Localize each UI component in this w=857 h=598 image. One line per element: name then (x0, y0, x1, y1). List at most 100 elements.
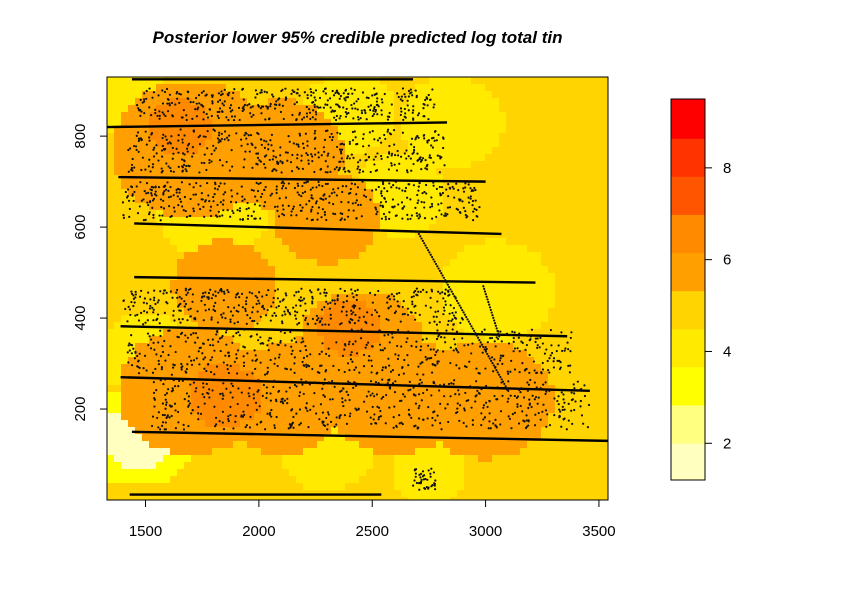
sample-point (316, 105, 319, 108)
heatmap-cell (534, 315, 542, 323)
heatmap-cell (261, 119, 269, 127)
heatmap-cell (331, 294, 339, 302)
heatmap-cell (142, 336, 150, 344)
heatmap-cell (219, 378, 227, 386)
heatmap-cell (576, 105, 584, 113)
heatmap-cell (492, 294, 500, 302)
heatmap-cell (233, 210, 241, 218)
heatmap-cell (114, 77, 122, 85)
heatmap-cell (394, 406, 402, 414)
heatmap-cell (275, 252, 283, 260)
heatmap-cell (562, 434, 570, 442)
heatmap-cell (352, 315, 360, 323)
heatmap-cell (562, 413, 570, 421)
heatmap-cell (534, 357, 542, 365)
heatmap-cell (212, 252, 220, 260)
heatmap-cell (380, 490, 388, 498)
heatmap-cell (233, 322, 241, 330)
heatmap-cell (457, 133, 465, 141)
sample-point (270, 93, 274, 96)
heatmap-cell (177, 385, 185, 393)
heatmap-cell (177, 455, 185, 463)
heatmap-cell (401, 168, 409, 176)
heatmap-cell (261, 98, 269, 106)
heatmap-cell (240, 280, 248, 288)
heatmap-cell (457, 98, 465, 106)
heatmap-cell (604, 224, 609, 232)
heatmap-cell (387, 98, 395, 106)
heatmap-cell (520, 448, 528, 456)
heatmap-cell (198, 133, 206, 141)
heatmap-cell (212, 147, 220, 155)
heatmap-cell (149, 133, 157, 141)
heatmap-cell (303, 245, 311, 253)
heatmap-cell (520, 287, 528, 295)
heatmap-cell (429, 399, 437, 407)
heatmap-cell (387, 294, 395, 302)
sample-point (295, 118, 298, 122)
heatmap-cell (177, 161, 185, 169)
heatmap-cell (387, 203, 395, 211)
heatmap-cell (331, 252, 339, 260)
heatmap-cell (240, 140, 248, 148)
heatmap-cell (436, 364, 444, 372)
heatmap-cell (345, 357, 353, 365)
heatmap-cell (226, 497, 234, 501)
heatmap-cell (373, 280, 381, 288)
heatmap-cell (219, 385, 227, 393)
sample-point (405, 169, 409, 172)
heatmap-cell (534, 287, 542, 295)
heatmap-cell (114, 399, 122, 407)
heatmap-cell (527, 406, 535, 414)
heatmap-cell (233, 357, 241, 365)
heatmap-cell (128, 252, 136, 260)
heatmap-cell (604, 175, 609, 183)
heatmap-cell (604, 315, 609, 323)
heatmap-cell (163, 308, 171, 316)
heatmap-cell (107, 371, 115, 379)
heatmap-cell (359, 406, 367, 414)
heatmap-cell (247, 126, 255, 134)
heatmap-cell (142, 147, 150, 155)
heatmap-cell (485, 462, 493, 470)
heatmap-cell (135, 203, 143, 211)
sample-point (343, 166, 346, 170)
heatmap-cell (436, 441, 444, 449)
heatmap-cell (562, 105, 570, 113)
heatmap-cell (499, 161, 507, 169)
heatmap-cell (548, 399, 556, 407)
heatmap-cell (275, 497, 283, 501)
heatmap-cell (471, 238, 479, 246)
heatmap-cell (331, 322, 339, 330)
heatmap-cell (352, 147, 360, 155)
sample-point (371, 94, 374, 97)
heatmap-cell (534, 378, 542, 386)
heatmap-cell (359, 448, 367, 456)
heatmap-cell (590, 483, 598, 491)
heatmap-cell (555, 224, 563, 232)
heatmap-cell (562, 343, 570, 351)
sample-point (204, 94, 207, 97)
sample-point (416, 158, 420, 162)
sample-point (334, 91, 337, 95)
sample-point (344, 88, 348, 91)
heatmap-cell (345, 147, 353, 155)
heatmap-cell (303, 154, 311, 162)
heatmap-cell (415, 140, 423, 148)
heatmap-cell (107, 364, 115, 372)
heatmap-cell (380, 266, 388, 274)
heatmap-cell (261, 154, 269, 162)
heatmap-cell (464, 483, 472, 491)
heatmap-cell (450, 308, 458, 316)
heatmap-cell (121, 490, 129, 498)
heatmap-cell (534, 329, 542, 337)
heatmap-cell (464, 182, 472, 190)
heatmap-cell (506, 175, 514, 183)
heatmap-cell (366, 350, 374, 358)
heatmap-cell (296, 266, 304, 274)
heatmap-cell (604, 350, 609, 358)
heatmap-cell (422, 413, 430, 421)
heatmap-cell (401, 336, 409, 344)
heatmap-cell (240, 266, 248, 274)
heatmap-cell (569, 273, 577, 281)
